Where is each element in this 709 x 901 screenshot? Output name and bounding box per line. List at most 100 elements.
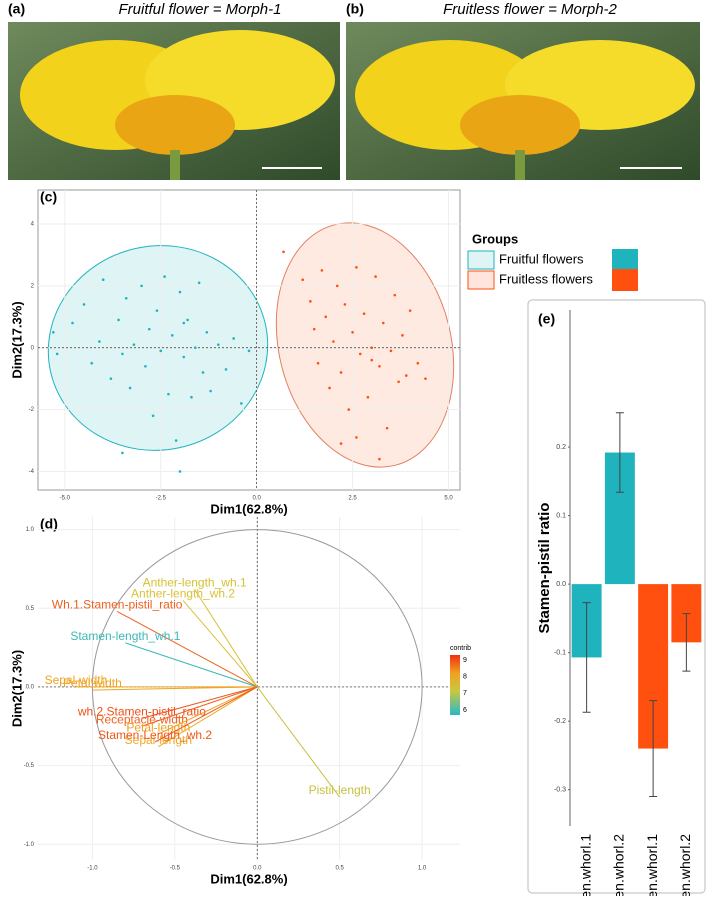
y-tick-label: 4 — [31, 222, 35, 228]
point — [193, 346, 197, 350]
point — [320, 269, 324, 272]
variable-label: Anther-length_wh.1 — [143, 576, 247, 590]
point — [328, 386, 331, 390]
x-tick-label: -2.5 — [156, 496, 167, 502]
legend-swatch — [612, 269, 638, 291]
panel-c-frame — [37, 189, 461, 491]
loading-arrow — [194, 589, 258, 688]
loading-arrow — [158, 686, 258, 735]
y-tick-label: 0.1 — [556, 512, 566, 519]
legend-key — [467, 250, 495, 270]
point — [358, 352, 362, 356]
point — [170, 334, 174, 337]
point — [124, 296, 128, 300]
point — [121, 451, 124, 455]
y-tick-label: -1.0 — [24, 842, 35, 848]
panel-e-frame — [527, 299, 706, 894]
loading-arrow — [182, 600, 258, 688]
point — [404, 374, 408, 377]
x-tick-label: -0.5 — [170, 866, 181, 872]
point — [355, 266, 358, 269]
y-axis-title: Dim2(17.3%) — [9, 301, 24, 378]
legend-key — [467, 270, 495, 290]
x-tick-label: Stamen.whorl.1 — [644, 834, 660, 896]
variable-label: Stamen-length_wh.1 — [70, 629, 180, 643]
photo-a — [8, 22, 340, 180]
point — [178, 470, 182, 473]
point — [128, 386, 132, 390]
point — [217, 343, 220, 346]
point — [186, 318, 189, 322]
legend-swatch — [612, 249, 638, 271]
point — [362, 312, 366, 316]
point — [370, 346, 374, 350]
y-tick-label: 0.0 — [26, 685, 35, 691]
panel-label: (d) — [40, 516, 58, 532]
point — [90, 361, 94, 365]
variable-label: Receptacle-width — [96, 712, 188, 726]
point — [178, 290, 182, 294]
point — [201, 371, 205, 374]
point — [355, 436, 358, 439]
point — [109, 377, 113, 380]
point — [144, 364, 147, 368]
legend-label: Fruitless flowers — [499, 271, 593, 286]
point — [282, 250, 285, 254]
point — [374, 275, 377, 278]
point — [312, 327, 316, 331]
point — [366, 395, 370, 399]
y-tick-label: 0 — [31, 345, 35, 351]
point — [424, 377, 427, 380]
point — [351, 330, 354, 334]
y-tick-label: -2 — [29, 407, 35, 413]
y-tick-label: -0.1 — [554, 649, 566, 656]
loading-arrow — [154, 686, 258, 743]
x-tick-label: Stamen.whorl.2 — [677, 834, 693, 896]
colorbar-title: contrib — [450, 645, 471, 652]
point — [240, 402, 243, 405]
point — [205, 330, 209, 334]
y-tick-label: 0.0 — [556, 581, 566, 588]
error-bar — [615, 412, 624, 493]
colorbar-tick: 6 — [463, 707, 467, 714]
loading-arrow — [158, 686, 258, 748]
point — [121, 352, 124, 356]
loading-arrow — [92, 686, 258, 691]
x-tick-label: 1.0 — [418, 866, 427, 872]
x-tick-label: Stamen.whorl.2 — [611, 834, 627, 896]
x-tick-label: 0.5 — [335, 866, 344, 872]
y-axis-title: Stamen-pistil ratio — [536, 503, 553, 634]
point — [332, 340, 335, 343]
error-bar — [649, 700, 658, 798]
x-tick-label: 5.0 — [444, 496, 453, 502]
error-bar — [582, 602, 591, 713]
x-tick-label: 0.0 — [253, 866, 262, 872]
point — [343, 303, 347, 306]
point — [378, 457, 381, 461]
variable-label: Pistil-length — [309, 783, 371, 797]
y-tick-label: -4 — [29, 469, 35, 475]
loading-arrow — [141, 686, 258, 727]
point — [147, 327, 151, 331]
y-tick-label: -0.5 — [24, 763, 35, 769]
photo-b — [346, 22, 700, 180]
point — [155, 309, 159, 312]
loading-arrow — [116, 610, 258, 688]
variable-label: Petal width — [63, 676, 122, 690]
error-bar — [682, 613, 691, 672]
point — [163, 275, 166, 278]
point — [117, 318, 120, 322]
loading-arrow — [141, 686, 258, 719]
point — [381, 321, 385, 325]
point — [247, 349, 251, 353]
point — [101, 278, 105, 281]
y-tick-label: 0.5 — [26, 606, 35, 612]
point — [339, 371, 343, 374]
panel-label: (a) — [8, 1, 25, 17]
variable-label: Stamen-Length_wh.2 — [98, 728, 212, 742]
y-axis-title: Dim2(17.3%) — [9, 650, 24, 727]
point — [209, 389, 212, 393]
point — [182, 321, 186, 325]
point — [385, 426, 389, 430]
panel-label: (c) — [40, 189, 57, 205]
